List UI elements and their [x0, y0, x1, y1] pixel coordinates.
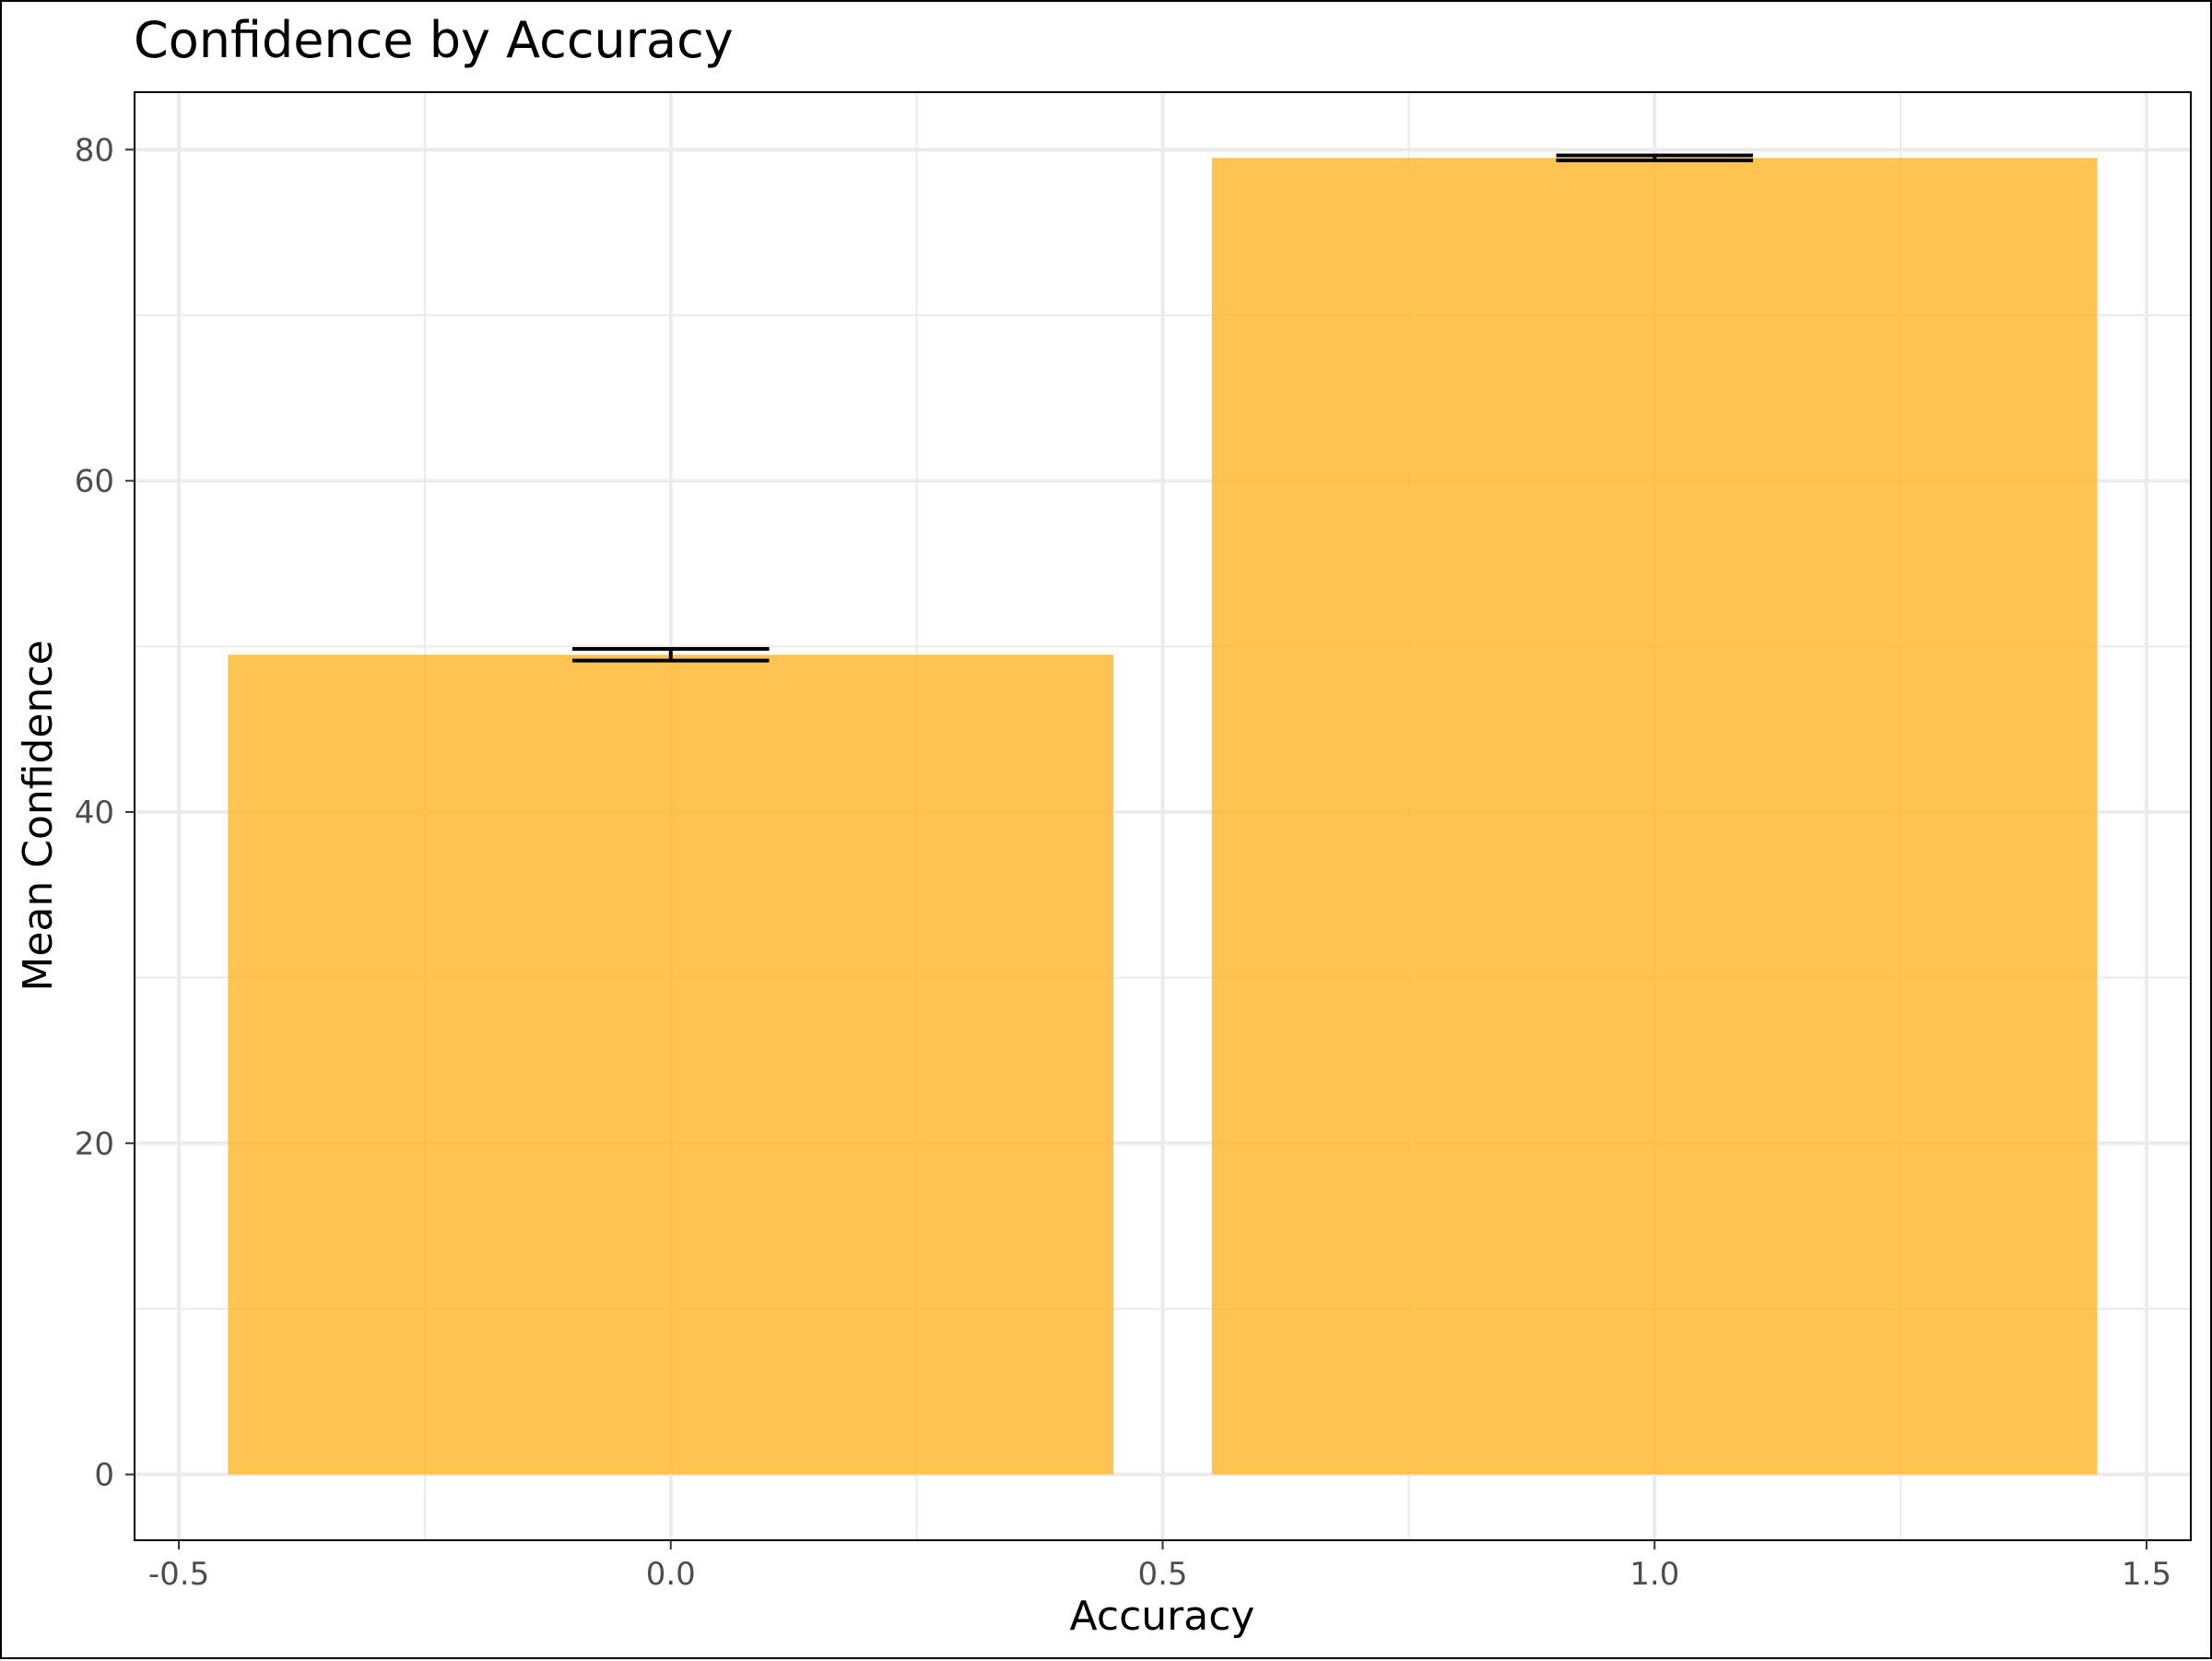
x-tick-label: 1.5 — [2122, 1556, 2171, 1593]
x-tick-label: -0.5 — [148, 1556, 209, 1593]
x-tick-label: 0.5 — [1137, 1556, 1187, 1593]
error-bar-accuracy-1 — [1556, 153, 1753, 162]
y-tick-label: 40 — [75, 795, 114, 831]
y-tick-label: 60 — [75, 464, 114, 501]
y-axis-ticks: 0 20 40 60 80 — [75, 132, 135, 1494]
y-axis-title: Mean Confidence — [15, 640, 62, 991]
error-bar-accuracy-0 — [572, 646, 770, 663]
bars — [228, 158, 2098, 1475]
error-bars — [572, 153, 1753, 663]
bar-accuracy-0 — [228, 654, 1114, 1475]
y-tick-label: 0 — [94, 1457, 114, 1494]
x-tick-label: 1.0 — [1630, 1556, 1679, 1593]
x-axis-title: Accuracy — [1070, 1593, 1255, 1640]
x-tick-label: 0.0 — [646, 1556, 696, 1593]
y-tick-label: 20 — [75, 1125, 114, 1162]
bar-accuracy-1 — [1211, 158, 2098, 1475]
y-tick-label: 80 — [75, 132, 114, 169]
chart-title: Confidence by Accuracy — [134, 11, 734, 69]
x-axis-ticks: -0.5 0.0 0.5 1.0 1.5 — [148, 1540, 2171, 1593]
